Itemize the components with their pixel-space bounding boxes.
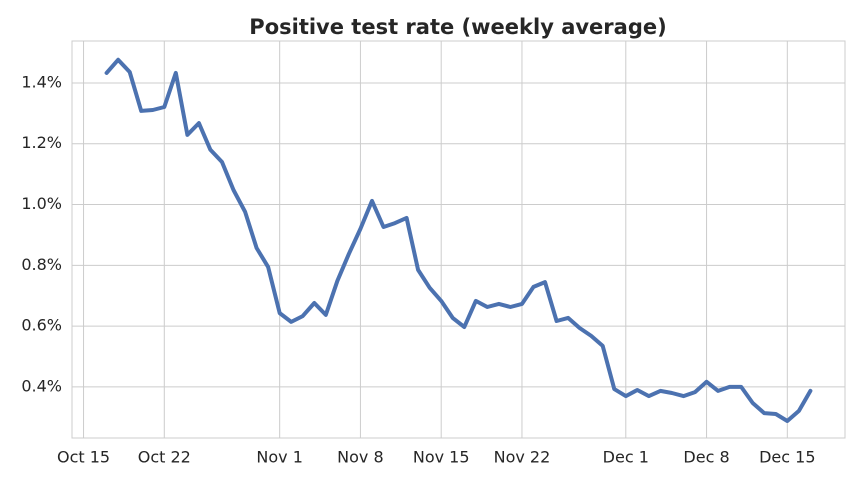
y-tick-label: 1.2% — [21, 133, 62, 152]
x-tick-label: Nov 1 — [256, 448, 303, 467]
y-tick-label: 0.4% — [21, 376, 62, 395]
x-tick-label: Oct 15 — [57, 448, 110, 467]
plot-frame — [71, 40, 846, 439]
x-tick-label: Dec 1 — [603, 448, 649, 467]
x-tick-label: Nov 22 — [494, 448, 551, 467]
x-tick-label: Nov 15 — [413, 448, 470, 467]
x-tick-label: Nov 8 — [337, 448, 384, 467]
data-line — [104, 57, 813, 423]
y-tick-label: 0.6% — [21, 316, 62, 335]
chart-title: Positive test rate (weekly average) — [249, 15, 666, 39]
y-tick-label: 0.8% — [21, 255, 62, 274]
x-tick-label: Dec 8 — [683, 448, 729, 467]
y-tick-label: 1.0% — [21, 194, 62, 213]
x-tick-label: Dec 15 — [759, 448, 815, 467]
x-tick-label: Oct 22 — [138, 448, 191, 467]
y-tick-label: 1.4% — [21, 72, 62, 91]
